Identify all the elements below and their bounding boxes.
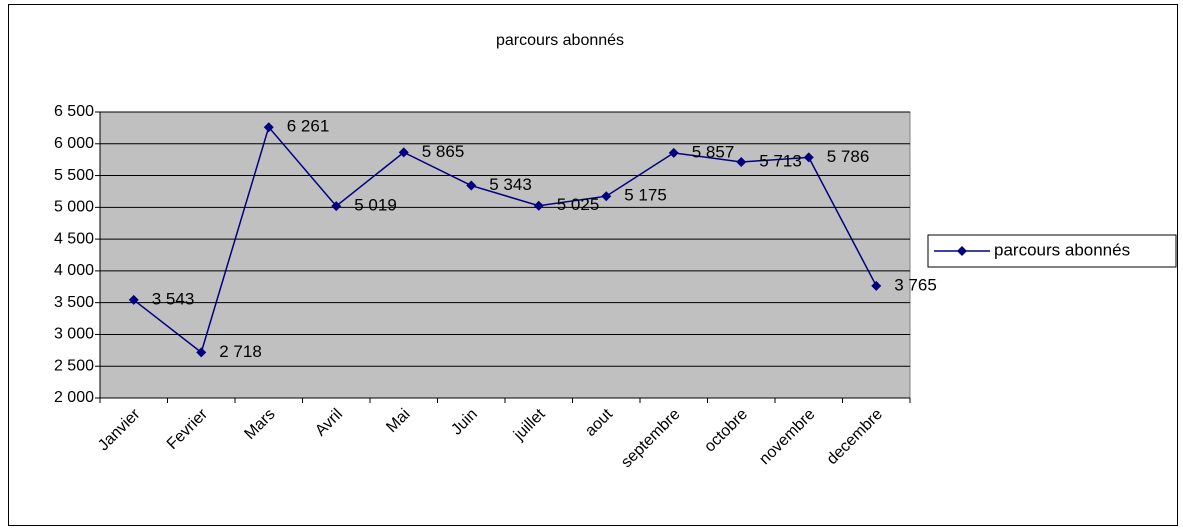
data-label: 5 857 <box>692 142 735 161</box>
marker <box>668 147 679 158</box>
data-label: 5 713 <box>759 152 802 171</box>
y-tick-label: 6 000 <box>54 135 94 152</box>
y-tick-label: 2 500 <box>54 357 94 374</box>
marker <box>803 152 814 163</box>
data-label: 3 765 <box>894 275 937 294</box>
y-tick-label: 4 500 <box>54 230 94 247</box>
chart-title: parcours abonnés <box>496 32 624 49</box>
y-tick-label: 5 500 <box>54 167 94 184</box>
marker <box>331 201 342 212</box>
data-label: 5 025 <box>557 195 600 214</box>
data-label: 5 865 <box>422 142 465 161</box>
data-label: 5 175 <box>624 186 667 205</box>
data-label: 5 343 <box>489 175 532 194</box>
marker <box>398 147 409 158</box>
marker <box>128 294 139 305</box>
y-tick-label: 6 500 <box>54 103 94 120</box>
marker <box>533 200 544 211</box>
y-tick-label: 2 000 <box>54 389 94 406</box>
y-tick-label: 3 000 <box>54 326 94 343</box>
data-label: 5 786 <box>827 147 870 166</box>
legend-marker <box>957 246 967 256</box>
data-label: 2 718 <box>219 342 262 361</box>
marker <box>196 347 207 358</box>
marker <box>466 180 477 191</box>
data-label: 6 261 <box>287 117 330 136</box>
marker <box>736 157 747 168</box>
data-label: 3 543 <box>152 289 195 308</box>
marker <box>601 191 612 202</box>
y-tick-label: 5 000 <box>54 199 94 216</box>
legend-label: parcours abonnés <box>994 240 1130 259</box>
y-tick-label: 3 500 <box>54 294 94 311</box>
series-line <box>133 125 877 354</box>
marker <box>871 280 882 291</box>
y-tick-label: 4 000 <box>54 262 94 279</box>
data-label: 5 019 <box>354 196 397 215</box>
marker <box>263 122 274 133</box>
